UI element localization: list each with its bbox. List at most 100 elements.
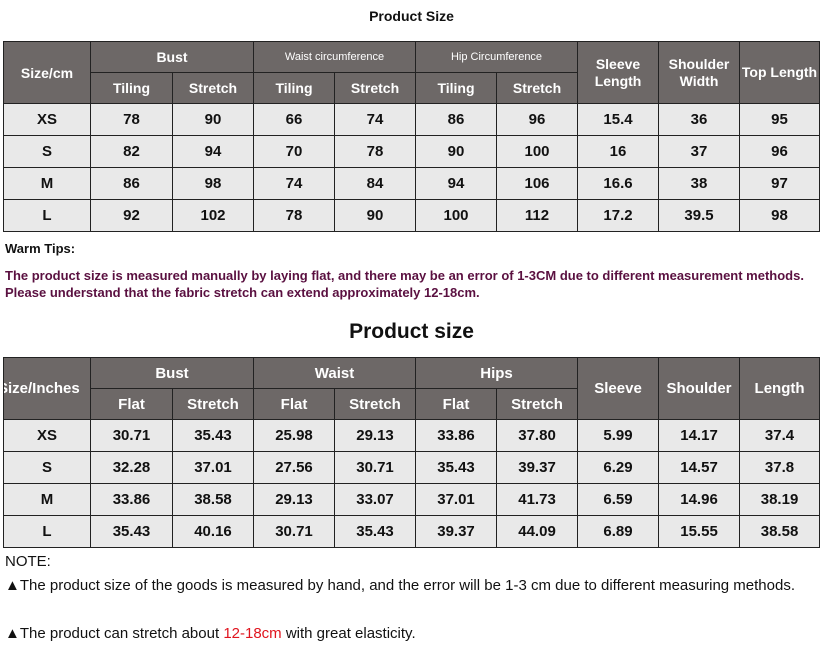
value-cell: 36	[658, 103, 741, 136]
size-cell: S	[3, 135, 91, 168]
value-cell: 86	[415, 103, 498, 136]
header-shoulder: Shoulder	[658, 357, 741, 420]
value-cell: 112	[496, 199, 579, 232]
subheader: Flat	[415, 388, 498, 420]
value-cell: 96	[496, 103, 579, 136]
subheader: Tiling	[415, 72, 498, 104]
value-cell: 27.56	[253, 451, 335, 484]
value-cell: 33.86	[415, 419, 498, 452]
value-cell: 14.57	[658, 451, 741, 484]
value-cell: 102	[172, 199, 254, 232]
value-cell: 37.4	[739, 419, 821, 452]
size-cell: M	[3, 167, 91, 200]
value-cell: 39.5	[658, 199, 741, 232]
value-cell: 30.71	[90, 419, 173, 452]
header-waist: Waist	[252, 357, 417, 389]
value-cell: 97	[739, 167, 821, 200]
note-heading: NOTE:	[5, 553, 51, 570]
note-line-2: ▲The product can stretch about 12-18cm w…	[5, 622, 416, 646]
value-cell: 16.6	[577, 167, 660, 200]
value-cell: 39.37	[496, 451, 579, 484]
value-cell: 38.19	[739, 483, 821, 516]
value-cell: 37.01	[415, 483, 498, 516]
value-cell: 17.2	[577, 199, 660, 232]
value-cell: 90	[333, 199, 417, 232]
note-line-2-suffix: with great elasticity.	[281, 625, 416, 642]
table-row: L 92 102 78 90 100 112 17.2 39.5 98	[3, 199, 821, 232]
value-cell: 82	[90, 135, 173, 168]
note-highlight: 12-18cm	[223, 625, 282, 642]
header-length: Top Length	[739, 41, 821, 104]
value-cell: 41.73	[496, 483, 579, 516]
value-cell: 37.8	[739, 451, 821, 484]
value-cell: 78	[333, 135, 417, 168]
value-cell: 86	[90, 167, 173, 200]
value-cell: 35.43	[172, 419, 254, 452]
subheader: Stretch	[333, 388, 417, 420]
size-cell: L	[3, 199, 91, 232]
value-cell: 78	[253, 199, 335, 232]
size-cell: XS	[3, 103, 91, 136]
header-size: Size/Inches	[3, 357, 91, 420]
value-cell: 98	[172, 167, 254, 200]
subheader: Stretch	[172, 72, 254, 104]
note-line-2-prefix: ▲The product can stretch about	[5, 625, 224, 642]
table-row: XS 30.71 35.43 25.98 29.13 33.86 37.80 5.99 14.1…	[3, 419, 821, 452]
value-cell: 25.98	[253, 419, 335, 452]
value-cell: 44.09	[496, 515, 579, 548]
value-cell: 98	[739, 199, 821, 232]
inch-size-table: Size/Inches Bust Waist Hips Sleeve Shoul…	[3, 357, 821, 548]
size-cell: L	[3, 515, 91, 548]
value-cell: 35.43	[415, 451, 498, 484]
header-length: Length	[739, 357, 821, 420]
value-cell: 39.37	[415, 515, 498, 548]
value-cell: 38	[658, 167, 741, 200]
value-cell: 37.80	[496, 419, 579, 452]
value-cell: 6.29	[577, 451, 660, 484]
value-cell: 95	[739, 103, 821, 136]
table-row: M 33.86 38.58 29.13 33.07 37.01 41.73 6.59 14.96…	[3, 483, 821, 516]
header-sleeve: Sleeve	[577, 357, 660, 420]
value-cell: 94	[415, 167, 498, 200]
header-bust: Bust	[90, 41, 254, 73]
header-hip: Hip Circumference	[415, 41, 579, 73]
value-cell: 33.07	[333, 483, 417, 516]
header-waist: Waist circumference	[252, 41, 417, 73]
table-row: S 82 94 70 78 90 100 16 37 96	[3, 135, 821, 168]
value-cell: 5.99	[577, 419, 660, 452]
header-sleeve: Sleeve Length	[577, 41, 660, 104]
value-cell: 15.4	[577, 103, 660, 136]
table-row: M 86 98 74 84 94 106 16.6 38 97	[3, 167, 821, 200]
value-cell: 106	[496, 167, 579, 200]
subheader: Stretch	[496, 388, 579, 420]
value-cell: 32.28	[90, 451, 173, 484]
value-cell: 94	[172, 135, 254, 168]
subheader: Stretch	[333, 72, 417, 104]
value-cell: 38.58	[739, 515, 821, 548]
value-cell: 30.71	[253, 515, 335, 548]
subheader: Tiling	[253, 72, 335, 104]
value-cell: 37	[658, 135, 741, 168]
tips-heading: Warm Tips:	[5, 241, 76, 256]
tips-body: The product size is measured manually by…	[5, 268, 804, 300]
value-cell: 29.13	[333, 419, 417, 452]
value-cell: 96	[739, 135, 821, 168]
value-cell: 100	[415, 199, 498, 232]
inch-table-title: Product size	[349, 320, 474, 343]
subheader: Flat	[90, 388, 173, 420]
header-size: Size/cm	[3, 41, 91, 104]
value-cell: 37.01	[172, 451, 254, 484]
value-cell: 14.96	[658, 483, 741, 516]
table-row: S 32.28 37.01 27.56 30.71 35.43 39.37 6.29 14.57…	[3, 451, 821, 484]
subheader: Stretch	[496, 72, 579, 104]
value-cell: 78	[90, 103, 173, 136]
value-cell: 30.71	[333, 451, 417, 484]
cm-size-table: Size/cm Bust Waist circumference Hip Cir…	[3, 41, 821, 232]
value-cell: 84	[333, 167, 417, 200]
subheader: Flat	[253, 388, 335, 420]
size-cell: M	[3, 483, 91, 516]
value-cell: 92	[90, 199, 173, 232]
value-cell: 40.16	[172, 515, 254, 548]
value-cell: 35.43	[333, 515, 417, 548]
value-cell: 74	[253, 167, 335, 200]
